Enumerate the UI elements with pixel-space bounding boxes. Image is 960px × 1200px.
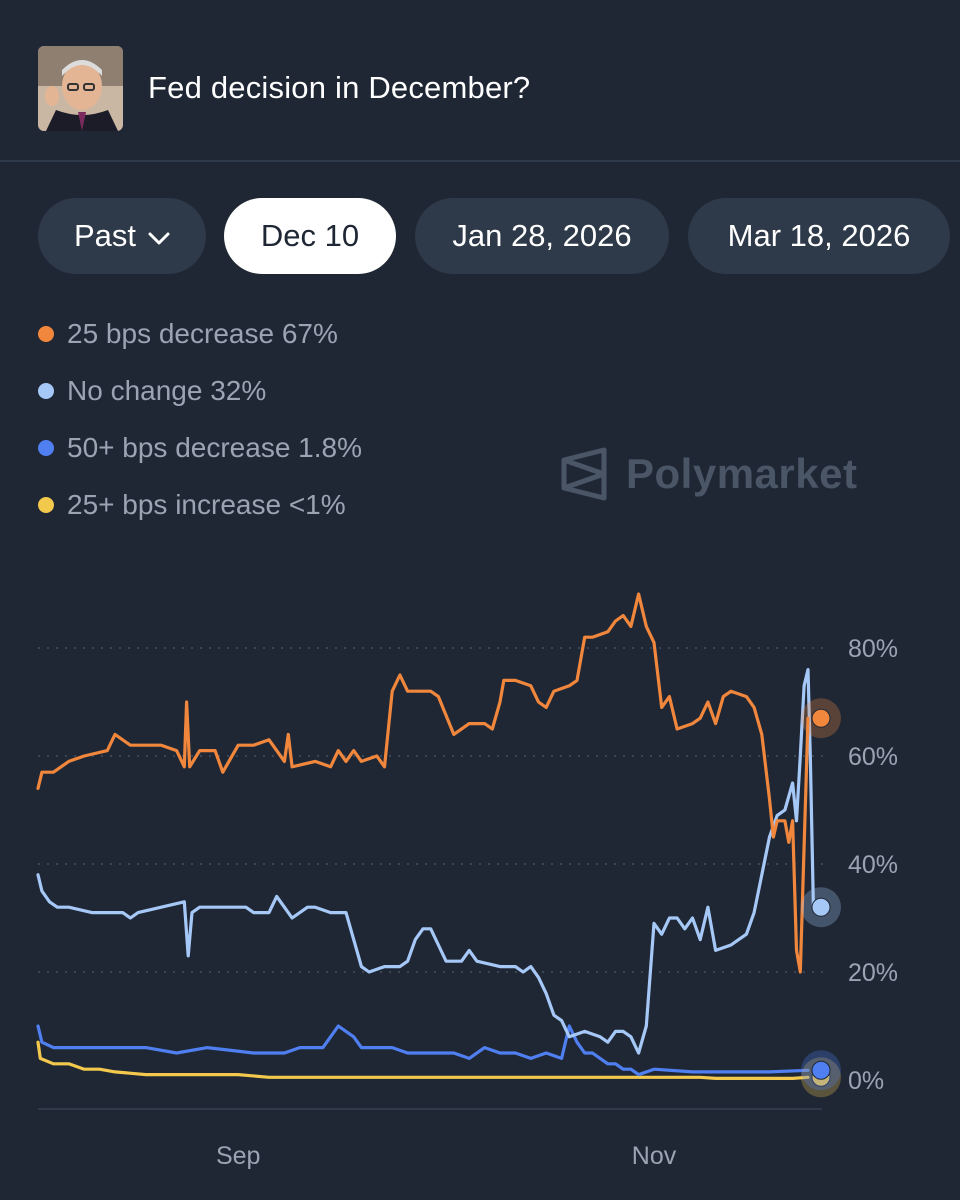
end-marker-dot — [811, 708, 831, 728]
series-line-50-bps-decrease — [36, 1024, 810, 1077]
probability-line-chart: 0% 20% 40% 60% 80% Sep Nov — [36, 592, 898, 1170]
series-line-25-bps-decrease — [36, 592, 810, 974]
chart-legend: 25 bps decrease 67% No change 32% 50+ bp… — [38, 305, 362, 533]
tab-dec-10-label: Dec 10 — [260, 218, 360, 253]
polymarket-watermark: Polymarket — [560, 446, 857, 502]
end-marker-dot — [811, 1060, 831, 1080]
x-tick-label: Sep — [216, 1142, 260, 1170]
tab-jan-28-2026[interactable]: Jan 28, 2026 — [415, 198, 669, 274]
legend-label: 25 bps decrease 67% — [67, 317, 338, 349]
polymarket-logo-icon — [561, 447, 607, 501]
y-tick-label: 40% — [848, 851, 898, 879]
end-marker-dot — [811, 897, 831, 917]
legend-item-25-bps-decrease: 25 bps decrease 67% — [38, 305, 362, 362]
legend-dot — [38, 439, 54, 456]
market-avatar — [38, 46, 123, 131]
chevron-down-icon — [148, 218, 170, 254]
legend-item-25-bps-increase: 25+ bps increase <1% — [38, 476, 362, 533]
tab-mar-18-label: Mar 18, 2026 — [727, 218, 911, 253]
x-tick-layer: Sep Nov — [216, 1142, 677, 1170]
y-tick-label: 80% — [848, 635, 898, 663]
legend-label: 50+ bps decrease 1.8% — [67, 431, 362, 463]
legend-item-no-change: No change 32% — [38, 362, 362, 419]
watermark-text: Polymarket — [626, 450, 858, 497]
header: Fed decision in December? — [0, 0, 960, 162]
y-tick-layer: 0% 20% 40% 60% 80% — [848, 635, 898, 1095]
tab-mar-18-2026[interactable]: Mar 18, 2026 — [688, 198, 950, 274]
y-tick-label: 20% — [848, 959, 898, 987]
market-title: Fed decision in December? — [148, 70, 531, 105]
date-tabs: Past Dec 10 Jan 28, 2026 Mar 18, 2026 — [0, 198, 960, 278]
legend-dot — [38, 496, 54, 513]
legend-label: No change 32% — [67, 374, 267, 406]
legend-dot — [38, 382, 54, 399]
x-tick-label: Nov — [632, 1142, 677, 1170]
series-line-no-change — [36, 668, 822, 1055]
tab-dec-10[interactable]: Dec 10 — [224, 198, 396, 274]
series-line-25-bps-increase — [36, 1040, 810, 1080]
tab-past[interactable]: Past — [38, 198, 206, 274]
marker-layer — [801, 698, 841, 1098]
series-layer — [36, 592, 822, 1080]
tab-jan-28-label: Jan 28, 2026 — [452, 218, 632, 253]
tab-past-label: Past — [73, 218, 137, 253]
y-tick-label: 60% — [848, 743, 898, 771]
chart-grid — [38, 647, 830, 973]
legend-dot — [38, 325, 54, 342]
legend-label: 25+ bps increase <1% — [67, 488, 346, 520]
legend-item-50-bps-decrease: 50+ bps decrease 1.8% — [38, 419, 362, 476]
y-tick-label: 0% — [848, 1067, 884, 1095]
